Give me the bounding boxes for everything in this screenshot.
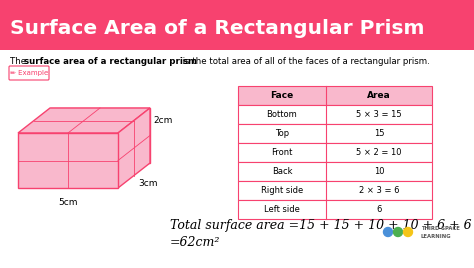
Polygon shape [18, 108, 150, 133]
Circle shape [393, 228, 402, 236]
Circle shape [383, 228, 392, 236]
Text: 2cm: 2cm [153, 116, 173, 125]
Bar [0, 0, 474, 50]
Text: 5 × 3 = 15: 5 × 3 = 15 [356, 110, 402, 119]
Text: THIRD SPACE: THIRD SPACE [421, 226, 460, 232]
Text: 5 × 2 = 10: 5 × 2 = 10 [356, 148, 402, 157]
Text: Top: Top [275, 129, 289, 138]
Circle shape [403, 228, 412, 236]
Text: 10: 10 [374, 167, 384, 176]
Text: Surface Area of a Rectangular Prism: Surface Area of a Rectangular Prism [10, 18, 425, 38]
Bar [238, 86, 432, 105]
Text: Area: Area [367, 91, 391, 100]
Text: Back: Back [272, 167, 292, 176]
Bar [238, 200, 432, 219]
Text: 5cm: 5cm [58, 198, 78, 207]
Text: ✏ Example: ✏ Example [10, 70, 48, 76]
Text: 15: 15 [374, 129, 384, 138]
Text: surface area of a rectangular prism: surface area of a rectangular prism [24, 57, 197, 65]
Text: Face: Face [270, 91, 293, 100]
Bar [238, 181, 432, 200]
Text: Bottom: Bottom [266, 110, 297, 119]
Text: Total surface area =15 + 15 + 10 + 10 + 6 + 6: Total surface area =15 + 15 + 10 + 10 + … [170, 218, 472, 232]
Text: 2 × 3 = 6: 2 × 3 = 6 [359, 186, 399, 195]
Bar [238, 162, 432, 181]
Text: LEARNING: LEARNING [421, 233, 452, 239]
Text: Left side: Left side [264, 205, 300, 214]
Polygon shape [18, 133, 118, 188]
Bar [238, 105, 432, 124]
Text: Right side: Right side [261, 186, 303, 195]
Polygon shape [118, 108, 150, 188]
Bar [238, 124, 432, 143]
Text: is the total area of all of the faces of a rectangular prism.: is the total area of all of the faces of… [180, 57, 430, 65]
Text: 3cm: 3cm [138, 178, 157, 188]
Text: =62cm²: =62cm² [170, 236, 220, 248]
Text: Front: Front [271, 148, 292, 157]
Polygon shape [50, 108, 150, 163]
FancyBboxPatch shape [9, 66, 49, 80]
Text: 6: 6 [376, 205, 382, 214]
Text: The: The [10, 57, 29, 65]
Bar [238, 143, 432, 162]
